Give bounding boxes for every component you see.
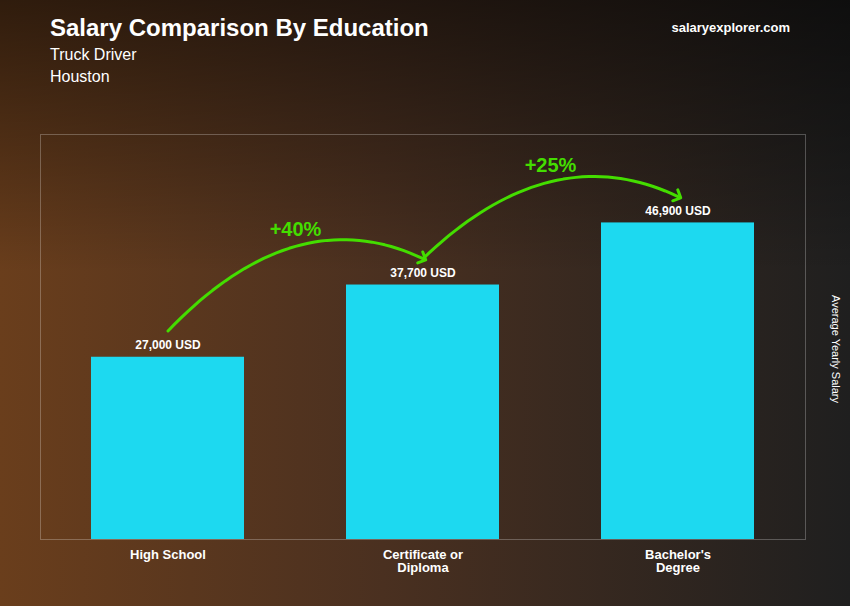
html-text:salaryexplorer.com: salaryexplorer.com [671,20,790,35]
svg-text:27,000 USD: 27,000 USD [135,338,201,352]
html-text:Truck Driver: Truck Driver [50,46,137,63]
svg-text:46,900 USD: 46,900 USD [645,204,711,218]
html-text:Houston: Houston [50,68,110,85]
svg-text:37,700 USD: 37,700 USD [390,266,456,280]
svg-text:High School: High School [130,547,206,562]
svg-text:+40%: +40% [270,218,322,240]
html-text:Average Yearly Salary: Average Yearly Salary [830,295,842,403]
html-text:Salary Comparison By Education: Salary Comparison By Education [50,14,429,41]
svg-text:Bachelor'sDegree: Bachelor'sDegree [645,547,711,575]
svg-text:Certificate orDiploma: Certificate orDiploma [383,547,463,575]
svg-text:+25%: +25% [525,154,577,176]
